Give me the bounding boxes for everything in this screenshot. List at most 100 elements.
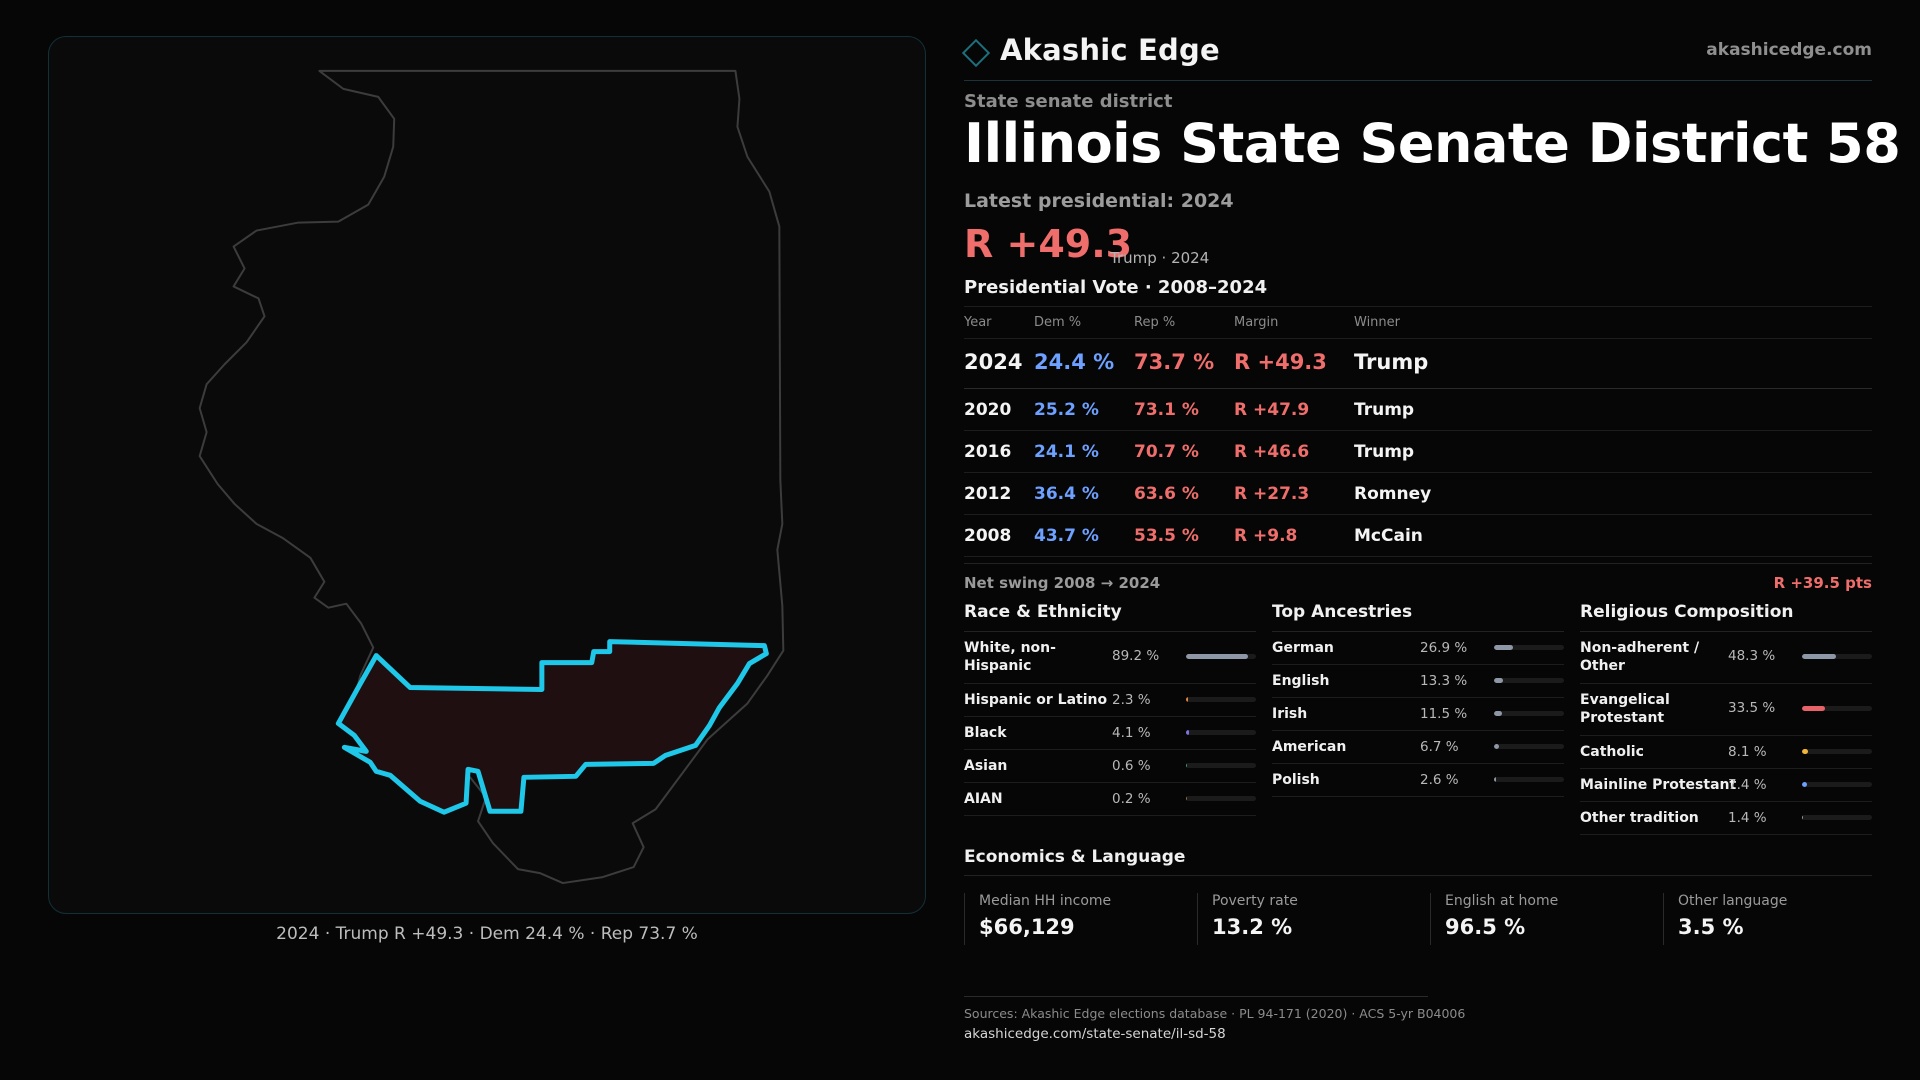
religion-row: Catholic 8.1 % <box>1580 736 1872 769</box>
column-header-year: Year <box>964 315 992 330</box>
brand-url-link[interactable]: akashicedge.com <box>1706 40 1872 60</box>
religion-bar-fill <box>1802 706 1826 711</box>
religion-label: Non-adherent / Other <box>1580 640 1700 674</box>
dem-cell: 24.1 % <box>1034 442 1099 462</box>
sources-url-link[interactable]: akashicedge.com/state-senate/il-sd-58 <box>964 1026 1226 1042</box>
religion-pct: 1.4 % <box>1728 810 1767 826</box>
religion-bar-fill <box>1802 654 1836 659</box>
ancestry-pct: 2.6 % <box>1420 772 1459 788</box>
winner-cell: Trump <box>1354 350 1429 374</box>
rep-cell: 63.6 % <box>1134 484 1199 504</box>
race-bar <box>1186 730 1256 735</box>
presidential-vote-table: Year Dem % Rep % Margin Winner 2024 24.4… <box>964 306 1872 557</box>
column-header-winner: Winner <box>1354 315 1401 330</box>
sources-text: Sources: Akashic Edge elections database… <box>964 1006 1466 1021</box>
race-label: Hispanic or Latino <box>964 692 1108 708</box>
margin-cell: R +46.6 <box>1234 442 1310 462</box>
winner-cell: Romney <box>1354 484 1432 504</box>
map-caption: 2024 · Trump R +49.3 · Dem 24.4 % · Rep … <box>276 924 698 944</box>
race-label: AIAN <box>964 791 1003 807</box>
page-title: Illinois State Senate District 58 <box>964 112 1901 175</box>
map-panel[interactable] <box>48 36 926 914</box>
brand-name[interactable]: Akashic Edge <box>1000 33 1220 67</box>
econ-label: Median HH income <box>979 893 1112 909</box>
econ-divider <box>964 893 965 945</box>
net-swing-row: Net swing 2008 → 2024 R +39.5 pts <box>964 563 1872 592</box>
ancestry-row: Polish 2.6 % <box>1272 764 1564 797</box>
net-swing-value: R +39.5 pts <box>1773 574 1872 592</box>
latest-margin: R +49.3 <box>964 222 1133 266</box>
year-cell: 2012 <box>964 484 1012 504</box>
margin-cell: R +47.9 <box>1234 400 1310 420</box>
race-bar-fill <box>1186 796 1187 801</box>
religion-pct: 33.5 % <box>1728 700 1776 716</box>
religion-row: Other tradition 1.4 % <box>1580 802 1872 835</box>
ancestry-pct: 11.5 % <box>1420 706 1468 722</box>
race-bar <box>1186 697 1256 702</box>
rep-cell: 53.5 % <box>1134 526 1199 546</box>
race-ethnicity-section: Race & Ethnicity White, non-Hispanic 89.… <box>964 602 1256 816</box>
religion-bar <box>1802 815 1872 820</box>
year-cell: 2008 <box>964 526 1012 546</box>
race-bar-fill <box>1186 763 1187 768</box>
ancestry-bar-fill <box>1494 678 1504 683</box>
econ-value: 3.5 % <box>1678 915 1744 939</box>
econ-divider <box>1197 893 1198 945</box>
rep-cell: 70.7 % <box>1134 442 1199 462</box>
religion-label: Mainline Protestant <box>1580 777 1737 793</box>
table-row: 2008 43.7 % 53.5 % R +9.8 McCain <box>964 515 1872 557</box>
econ-label: Other language <box>1678 893 1788 909</box>
race-pct: 2.3 % <box>1112 692 1151 708</box>
race-row: Hispanic or Latino 2.3 % <box>964 684 1256 717</box>
religion-pct: 8.1 % <box>1728 744 1767 760</box>
table-row: 2012 36.4 % 63.6 % R +27.3 Romney <box>964 473 1872 515</box>
econ-value: 13.2 % <box>1212 915 1293 939</box>
religion-row: Mainline Protestant 7.4 % <box>1580 769 1872 802</box>
race-bar <box>1186 763 1256 768</box>
ancestry-row: English 13.3 % <box>1272 665 1564 698</box>
race-pct: 0.6 % <box>1112 758 1151 774</box>
econ-stat-poverty: Poverty rate 13.2 % <box>1197 893 1430 945</box>
religion-bar <box>1802 782 1872 787</box>
ancestry-pct: 26.9 % <box>1420 640 1468 656</box>
ancestry-row: Irish 11.5 % <box>1272 698 1564 731</box>
race-bar-fill <box>1186 730 1189 735</box>
column-header-dem: Dem % <box>1034 315 1082 330</box>
district-map[interactable] <box>49 37 925 913</box>
ancestries-section: Top Ancestries German 26.9 % English 13.… <box>1272 602 1564 797</box>
race-row: Black 4.1 % <box>964 717 1256 750</box>
ancestry-label: American <box>1272 739 1347 755</box>
ancestry-label: Irish <box>1272 706 1308 722</box>
ancestry-bar-fill <box>1494 711 1503 716</box>
economics-divider <box>964 875 1872 876</box>
economics-title: Economics & Language <box>964 847 1186 867</box>
econ-stat-other-language: Other language 3.5 % <box>1663 893 1896 945</box>
latest-winner-year: Trump · 2024 <box>1110 249 1210 267</box>
race-row: Asian 0.6 % <box>964 750 1256 783</box>
margin-cell: R +49.3 <box>1234 350 1327 374</box>
table-row: 2020 25.2 % 73.1 % R +47.9 Trump <box>964 389 1872 431</box>
table-header: Year Dem % Rep % Margin Winner <box>964 306 1872 339</box>
table-row: 2024 24.4 % 73.7 % R +49.3 Trump <box>964 339 1872 389</box>
table-row: 2016 24.1 % 70.7 % R +46.6 Trump <box>964 431 1872 473</box>
dem-cell: 25.2 % <box>1034 400 1099 420</box>
econ-label: Poverty rate <box>1212 893 1298 909</box>
winner-cell: Trump <box>1354 442 1415 462</box>
ancestries-title: Top Ancestries <box>1272 602 1564 632</box>
race-pct: 0.2 % <box>1112 791 1151 807</box>
district-58-shape[interactable] <box>335 639 769 815</box>
religion-row: Non-adherent / Other 48.3 % <box>1580 632 1872 684</box>
winner-cell: McCain <box>1354 526 1423 546</box>
race-ethnicity-title: Race & Ethnicity <box>964 602 1256 632</box>
net-swing-label: Net swing 2008 → 2024 <box>964 574 1161 592</box>
race-row: White, non-Hispanic 89.2 % <box>964 632 1256 684</box>
econ-divider <box>1663 893 1664 945</box>
ancestry-bar <box>1494 711 1564 716</box>
ancestry-label: Polish <box>1272 772 1320 788</box>
religion-pct: 48.3 % <box>1728 648 1776 664</box>
dem-cell: 36.4 % <box>1034 484 1099 504</box>
ancestry-bar <box>1494 678 1564 683</box>
religion-bar-fill <box>1802 782 1808 787</box>
race-bar-fill <box>1186 697 1188 702</box>
ancestry-bar <box>1494 777 1564 782</box>
